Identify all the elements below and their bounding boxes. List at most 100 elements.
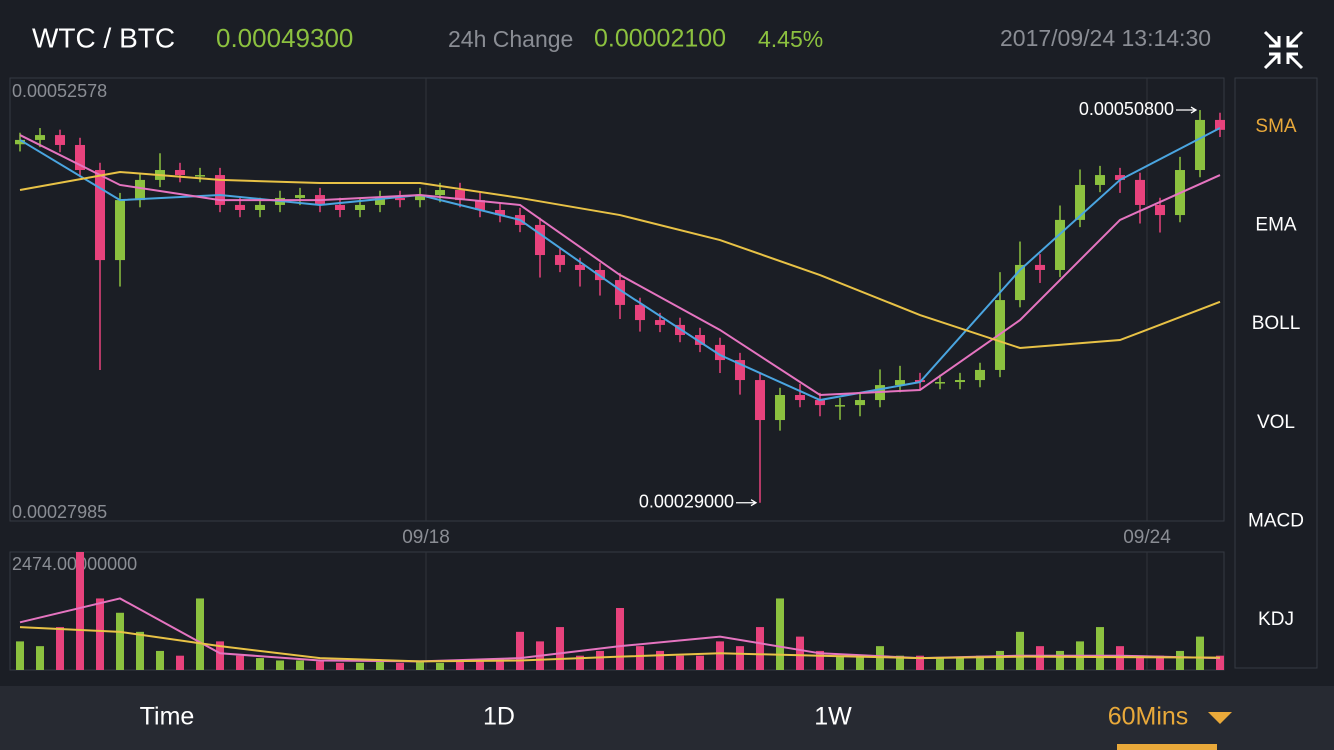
volume-bar [1176, 650, 1184, 670]
volume-bar [1136, 655, 1144, 670]
volume-bar [676, 655, 684, 670]
volume-bar [356, 662, 364, 670]
annotation: 0.00050800 [1079, 99, 1174, 119]
indicator-option[interactable]: VOL [1257, 412, 1295, 433]
indicator-option[interactable]: KDJ [1258, 609, 1294, 630]
candle-body [1095, 175, 1105, 185]
candle-body [395, 197, 405, 201]
volume-bar [756, 627, 764, 670]
candle-body [175, 170, 185, 176]
volume-bar [396, 662, 404, 670]
indicator-option[interactable]: SMA [1255, 116, 1297, 137]
volume-bar [636, 646, 644, 670]
indicator-option[interactable]: EMA [1255, 215, 1297, 236]
annotation-arrow [1176, 106, 1198, 114]
ma-line [19, 170, 1221, 349]
indicator-panel [1234, 77, 1318, 669]
ma-line [19, 626, 1221, 663]
volume-bar [736, 646, 744, 670]
time: 2017/09/24 13:14:30 [1000, 25, 1211, 51]
volume-bar [916, 655, 924, 670]
volume-bar [1216, 655, 1224, 670]
tab-bar [0, 686, 1334, 750]
volume-bar [496, 658, 504, 670]
volume-bar [516, 631, 524, 670]
candle-body [1015, 264, 1025, 301]
candle-body [755, 380, 765, 421]
candle-body [215, 175, 225, 205]
tab[interactable]: Time [140, 703, 195, 731]
ma-line [19, 127, 1221, 402]
candle-body [1195, 119, 1205, 171]
volume-bar [856, 655, 864, 670]
candle-body [135, 179, 145, 201]
candle-body [635, 304, 645, 321]
candle-body [235, 204, 245, 211]
indicator-option[interactable]: BOLL [1252, 313, 1301, 334]
volume-bar [836, 655, 844, 670]
change: 0.00002100 [594, 25, 726, 53]
candle-body [295, 195, 305, 198]
volume-bar [156, 650, 164, 670]
tab[interactable]: 1W [814, 703, 852, 731]
tab[interactable]: 60Mins [1108, 703, 1189, 731]
change-label: 24h Change [448, 26, 573, 52]
candle-body [355, 204, 365, 211]
tab-underline [1117, 744, 1217, 750]
change-pct: 4.45% [758, 26, 823, 52]
candle-body [375, 197, 385, 205]
dropdown-triangle [1208, 712, 1232, 724]
volume-bar [236, 655, 244, 670]
y-tick-label: 0.00052578 [12, 81, 107, 101]
candle-body [55, 135, 65, 145]
x-tick-label: 09/18 [402, 527, 450, 548]
candle-body [1115, 175, 1125, 180]
candle-body [835, 405, 845, 407]
candle-body [35, 135, 45, 140]
candle-body [1035, 264, 1045, 270]
volume-bar [576, 655, 584, 670]
volume-bar [16, 641, 24, 670]
volume-bar [436, 662, 444, 670]
candle-body [535, 224, 545, 256]
volume-bar [796, 636, 804, 670]
volume-bar [1056, 650, 1064, 670]
tab[interactable]: 1D [483, 703, 515, 731]
volume-bar [936, 658, 944, 670]
volume-bar [1196, 636, 1204, 670]
annotation: 0.00029000 [639, 491, 734, 511]
volume-bar [996, 650, 1004, 670]
indicator-option[interactable]: MACD [1248, 510, 1304, 531]
volume-bar [776, 598, 784, 670]
annotation-arrow [736, 499, 758, 507]
volume-bar [1016, 631, 1024, 670]
pair: WTC / BTC [32, 22, 175, 53]
volume-bar [456, 661, 464, 670]
volume-bar [256, 658, 264, 670]
collapse-icon[interactable] [1263, 30, 1304, 70]
candle-body [695, 335, 705, 345]
candle-body [1055, 219, 1065, 270]
volume-bar [96, 598, 104, 670]
candle-body [415, 195, 425, 201]
candle-body [75, 144, 85, 171]
volume-bar [316, 661, 324, 670]
volume-bar [556, 627, 564, 670]
volume-bar [976, 655, 984, 670]
volume-bar [296, 660, 304, 670]
candle-body [895, 380, 905, 386]
candle-body [975, 369, 985, 381]
volume-bar [216, 641, 224, 670]
volume-bar [136, 631, 144, 670]
candle-body [15, 139, 25, 145]
candle-body [655, 320, 665, 325]
dynamic: 09/18 09/24 0.00052578 0.00027985 0.00050800… [12, 78, 1304, 750]
volume-bar [1036, 646, 1044, 670]
candle-body [475, 200, 485, 211]
candle-body [795, 394, 805, 401]
price-panel [9, 77, 1225, 522]
candle-body [935, 382, 945, 384]
volume-bar [176, 655, 184, 670]
